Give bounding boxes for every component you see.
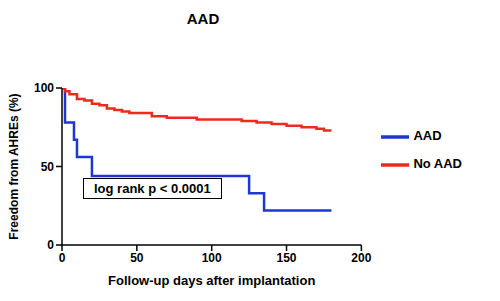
svg-text:Follow-up days after implantat: Follow-up days after implantation — [108, 273, 315, 288]
html-text:AAD: AAD — [186, 10, 220, 27]
svg-text:150: 150 — [277, 251, 297, 265]
svg-text:0: 0 — [59, 251, 66, 265]
html-text:AAD: AAD — [413, 127, 442, 143]
svg-text:50: 50 — [130, 251, 144, 265]
svg-text:100: 100 — [34, 81, 54, 95]
svg-text:100: 100 — [202, 251, 222, 265]
svg-text:200: 200 — [351, 251, 371, 265]
html-text:log rank p < 0.0001: log rank p < 0.0001 — [94, 181, 211, 196]
html-text:No AAD: No AAD — [413, 155, 462, 171]
svg-text:0: 0 — [47, 238, 54, 252]
svg-text:50: 50 — [41, 160, 55, 174]
svg-text:Freedom from AHREs (%): Freedom from AHREs (%) — [8, 93, 21, 239]
